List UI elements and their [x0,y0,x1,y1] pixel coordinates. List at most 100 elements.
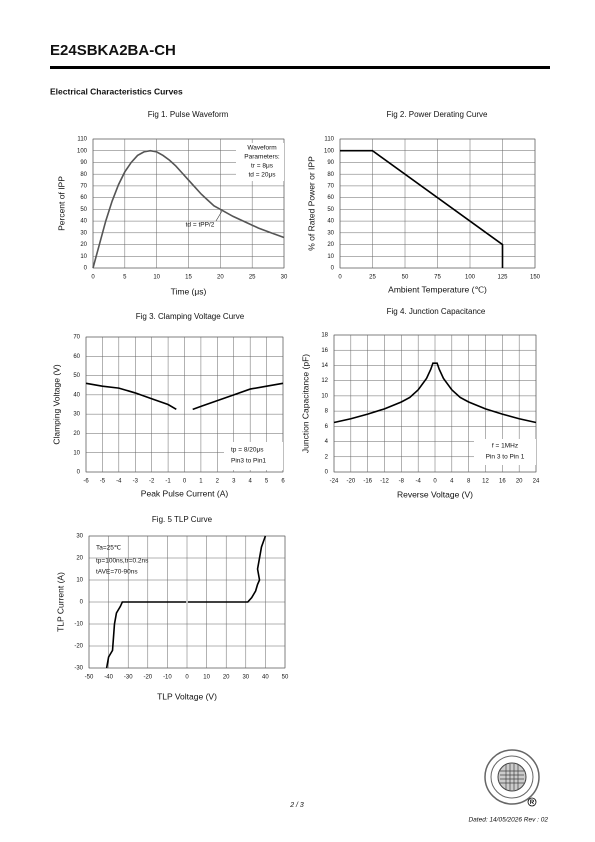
x-tick-label: 8 [467,479,471,485]
y-tick-label: 50 [327,207,334,213]
date-line: Dated: 14/05/2026 Rev : 02 [468,817,548,824]
x-tick-label: 50 [402,275,409,281]
y-tick-label: 20 [76,556,83,562]
x-tick-label: -40 [104,675,113,681]
annotation: td = 20μs [248,172,276,179]
logo [484,749,540,807]
x-tick-label: 4 [450,479,454,485]
y-tick-label: 40 [80,219,87,225]
chart-title: Fig. 5 TLP Curve [152,515,213,524]
x-axis-label: TLP Voltage (V) [157,691,217,701]
y-tick-label: 100 [77,148,88,154]
y-tick-label: 16 [321,348,328,354]
y-tick-label: 110 [324,137,334,143]
x-tick-label: -4 [415,479,421,485]
y-tick-label: 80 [327,172,334,178]
y-tick-label: 10 [80,254,87,260]
y-tick-label: 30 [327,230,334,236]
x-tick-label: -24 [330,479,339,485]
x-tick-label: 10 [203,675,210,681]
y-tick-label: 80 [80,172,87,178]
x-tick-label: 20 [223,675,230,681]
x-tick-label: -16 [363,479,372,485]
x-tick-label: -12 [380,479,389,485]
annotation: tp=100ns,tr=0.2ns [96,558,149,565]
annotation: tAVE=70-90ns [96,569,138,576]
y-tick-label: 20 [73,431,80,437]
y-tick-label: 0 [331,266,335,272]
annotation-box [236,143,284,181]
x-tick-label: -8 [399,479,405,485]
y-tick-label: 18 [321,333,328,339]
curve [192,382,284,411]
x-tick-label: 1 [199,479,203,485]
y-tick-label: 8 [325,409,329,415]
x-tick-label: 125 [497,275,508,281]
x-tick-label: 12 [482,479,489,485]
x-tick-label: -10 [163,675,172,681]
y-tick-label: 0 [80,600,84,606]
x-tick-label: -1 [165,479,171,485]
y-tick-label: 20 [80,242,87,248]
x-tick-label: -5 [100,479,106,485]
x-tick-label: 10 [153,275,160,281]
x-tick-label: 2 [216,479,220,485]
x-tick-label: 3 [232,479,236,485]
curve [92,149,285,269]
annotation-box [474,439,536,465]
x-tick-label: -30 [124,675,133,681]
annotation: Pin3 to Pin1 [231,458,266,465]
annotation: Pin 3 to Pin 1 [486,454,525,461]
y-tick-label: 2 [325,454,329,460]
page-number: 2 / 3 [289,802,304,809]
y-tick-label: 60 [73,354,80,360]
chart-title: Fig 1. Pulse Waveform [148,110,229,119]
section-title: Electrical Characteristics Curves [50,86,183,96]
x-tick-label: -50 [85,675,94,681]
y-tick-label: 110 [77,137,87,143]
annotation: td = tPP/2 [186,222,215,229]
x-tick-label: 15 [185,275,192,281]
y-tick-label: 0 [325,470,329,476]
chart-title: Fig 2. Power Derating Curve [387,110,488,119]
x-tick-label: -4 [116,479,122,485]
y-tick-label: 60 [80,195,87,201]
y-axis-label: TLP Current (A) [55,572,65,632]
x-tick-label: 50 [282,675,289,681]
annotation: f = 1MHz [492,443,518,450]
y-tick-label: 90 [80,160,87,166]
y-tick-label: 12 [321,378,328,384]
y-tick-label: 60 [327,195,334,201]
x-tick-label: 5 [123,275,127,281]
x-tick-label: 24 [533,479,540,485]
y-tick-label: 50 [73,373,80,379]
y-tick-label: 30 [76,534,83,540]
annotation: Waveform [247,145,276,152]
x-tick-label: 0 [433,479,437,485]
annotation: Parameters: [244,154,280,161]
annotation-box [224,442,283,470]
x-axis-label: Reverse Voltage (V) [397,489,473,499]
doc-title: E24SBKA2BA-CH [50,42,176,59]
x-tick-label: 100 [465,275,476,281]
y-tick-label: 70 [327,183,334,189]
x-tick-label: 0 [338,275,342,281]
y-axis-label: Junction Capacitance (pF) [300,354,310,453]
x-tick-label: 40 [262,675,269,681]
curve [340,149,504,268]
x-tick-label: -3 [133,479,139,485]
x-tick-label: 0 [185,675,189,681]
curve [85,382,177,411]
x-tick-label: 30 [281,275,288,281]
x-tick-label: -20 [346,479,355,485]
y-tick-label: 40 [73,392,80,398]
x-tick-label: 20 [516,479,523,485]
x-tick-label: 75 [434,275,441,281]
y-tick-label: 6 [325,424,329,430]
y-tick-label: 10 [327,254,334,260]
chart-title: Fig 3. Clamping Voltage Curve [136,312,245,321]
annotation: Ta=25℃ [96,545,122,552]
annotation-arrow [215,210,223,222]
curve [105,601,187,669]
